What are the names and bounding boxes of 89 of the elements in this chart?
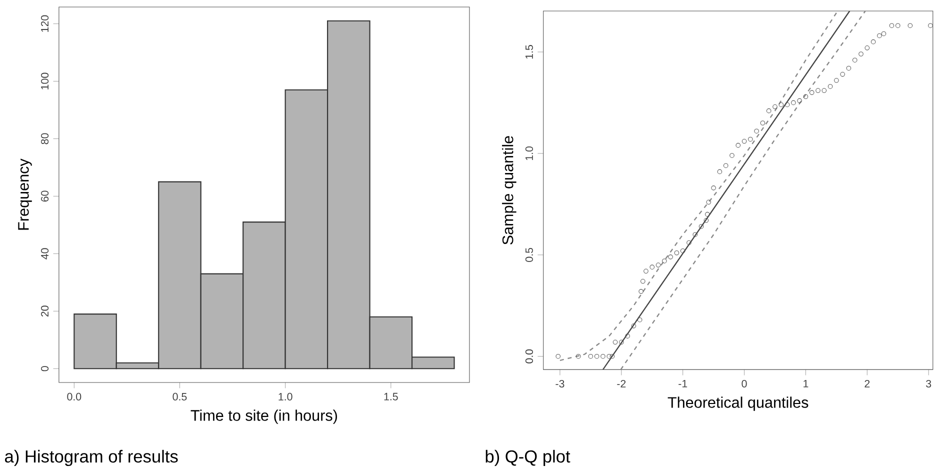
point	[908, 22, 913, 28]
y-tick-label: 20	[41, 305, 49, 316]
x-tick-label: 2	[864, 380, 870, 388]
point	[766, 108, 772, 114]
x-axis-title: Time to site (in hours)	[190, 409, 337, 424]
point	[698, 224, 704, 229]
point	[809, 90, 814, 95]
point	[852, 57, 858, 62]
point	[631, 323, 636, 328]
point	[723, 163, 728, 168]
point	[797, 98, 802, 103]
point	[778, 102, 784, 107]
point	[588, 354, 594, 359]
point	[686, 240, 692, 245]
line-series	[559, 10, 838, 361]
point	[594, 354, 600, 359]
point	[606, 354, 612, 359]
point	[600, 354, 606, 359]
text: b) Q-Q plot	[486, 450, 570, 466]
point	[638, 288, 644, 294]
point	[784, 102, 790, 107]
x-tick-label: 0.0	[67, 392, 82, 400]
point	[674, 250, 680, 256]
point	[870, 39, 876, 44]
point	[772, 104, 778, 109]
point	[640, 278, 646, 284]
point	[742, 138, 747, 144]
point	[889, 22, 894, 28]
point	[834, 78, 839, 83]
point	[816, 88, 820, 93]
y-tick-label: 100	[41, 72, 49, 90]
point	[705, 212, 710, 217]
point	[864, 45, 870, 50]
point	[748, 136, 753, 142]
point	[803, 94, 808, 99]
point	[662, 258, 667, 264]
y-tick-label: 1.5	[526, 44, 533, 58]
x-tick-label: 3	[926, 380, 932, 388]
x-tick-label: 0.5	[172, 392, 187, 400]
x-axis-title: Theoretical quantiles	[668, 396, 808, 411]
y-tick-label: 40	[41, 248, 49, 260]
x-tick-label: -3	[556, 380, 564, 388]
point	[644, 268, 648, 274]
point	[791, 100, 796, 105]
point	[576, 354, 581, 359]
y-tick-label: 0	[41, 366, 49, 371]
point	[650, 264, 655, 270]
y-axis-title: Frequency	[18, 158, 32, 230]
point	[846, 66, 852, 70]
y-axis-title: Sample quantile	[502, 136, 516, 244]
point	[717, 169, 722, 174]
point	[760, 120, 766, 126]
x-tick-label: 1.5	[384, 392, 398, 400]
point	[668, 254, 673, 260]
x-tick-label: 1.0	[278, 392, 292, 400]
point	[692, 232, 698, 237]
y-tick-label: 0.5	[525, 248, 533, 262]
point	[612, 340, 618, 344]
x-tick-label: -1	[678, 380, 688, 388]
point	[895, 22, 900, 28]
point	[928, 22, 933, 28]
point	[858, 51, 864, 56]
point	[877, 33, 882, 38]
point	[736, 142, 741, 148]
point	[610, 354, 615, 359]
x-tick-label: 1	[804, 380, 808, 388]
point	[625, 333, 630, 338]
point	[840, 72, 845, 76]
point	[704, 218, 709, 223]
point	[881, 31, 886, 36]
y-tick-label: 1.0	[525, 146, 533, 160]
x-tick-label: -2	[617, 380, 626, 388]
point	[706, 200, 712, 204]
y-tick-label: 0.0	[525, 349, 533, 364]
point	[828, 84, 833, 89]
text: a) Histogram of results	[5, 450, 178, 466]
point	[730, 152, 734, 158]
y-tick-label: 60	[41, 190, 49, 202]
point	[754, 128, 759, 134]
point	[656, 262, 661, 268]
point	[680, 248, 686, 254]
y-tick-label: 120	[41, 15, 49, 32]
point	[822, 88, 827, 93]
x-tick-label: 0	[742, 380, 747, 388]
point	[618, 340, 624, 344]
point	[556, 354, 561, 359]
point	[711, 185, 716, 190]
point	[637, 317, 642, 322]
y-tick-label: 80	[41, 133, 49, 144]
